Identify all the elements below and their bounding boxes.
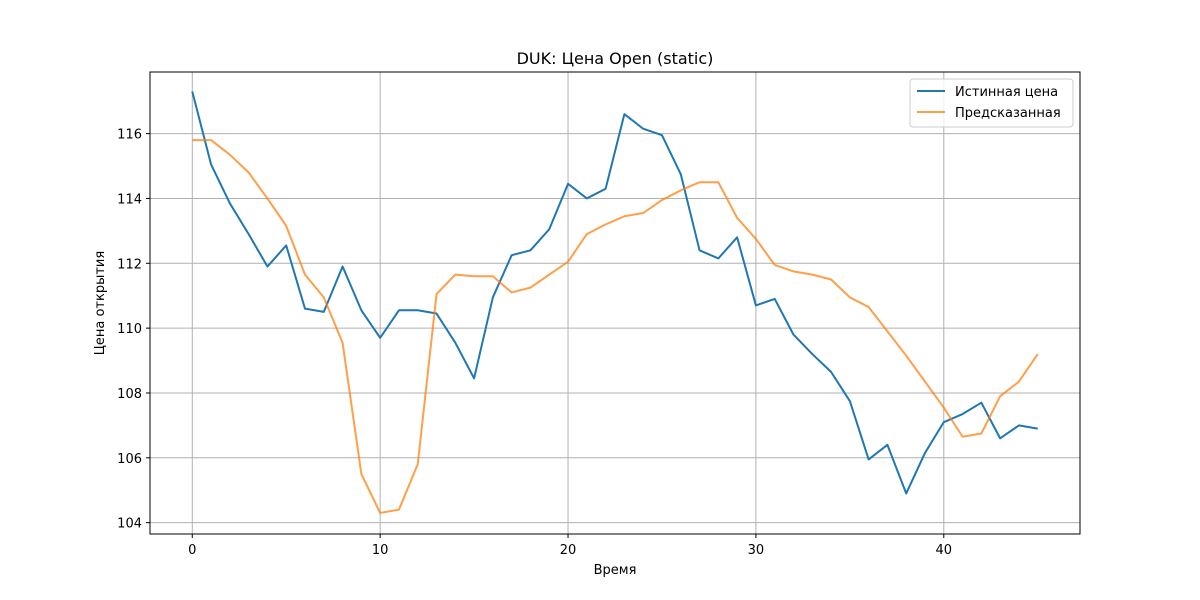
x-axis-label: Время xyxy=(594,563,637,578)
grid xyxy=(150,72,1080,534)
plot-frame xyxy=(149,71,1081,535)
legend-label-true-price: Истинная цена xyxy=(955,85,1058,100)
x-tick-label: 40 xyxy=(936,543,953,558)
y-tick-label: 106 xyxy=(117,452,142,467)
y-tick-label: 116 xyxy=(117,128,142,143)
x-tick-label: 10 xyxy=(372,543,389,558)
x-tick-label: 30 xyxy=(748,543,765,558)
y-tick-label: 108 xyxy=(117,387,142,402)
x-tick-label: 0 xyxy=(188,543,196,558)
chart-title: DUK: Цена Open (static) xyxy=(517,49,714,68)
series-layer xyxy=(191,91,1039,514)
y-axis: 104 106 108 110 112 114 116 xyxy=(117,128,150,532)
y-tick-label: 110 xyxy=(117,322,142,337)
legend: Истинная цена Предсказанная xyxy=(909,78,1074,128)
series-line-predicted xyxy=(192,139,1039,514)
y-tick-label: 114 xyxy=(117,192,142,207)
y-tick-label: 112 xyxy=(117,257,142,272)
legend-box xyxy=(909,78,1074,128)
x-axis: 0 10 20 30 40 xyxy=(188,534,952,558)
y-tick-label: 104 xyxy=(117,517,142,532)
legend-label-predicted: Предсказанная xyxy=(955,106,1061,121)
series-line-true-price xyxy=(191,91,1038,495)
x-tick-label: 20 xyxy=(560,543,577,558)
y-axis-label: Цена открытия xyxy=(93,251,108,355)
